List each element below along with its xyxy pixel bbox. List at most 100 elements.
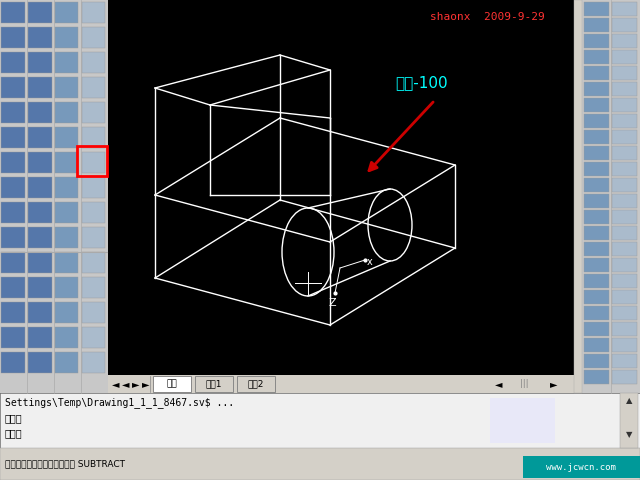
Bar bbox=[82, 202, 105, 223]
Bar bbox=[584, 114, 609, 128]
Bar bbox=[584, 34, 609, 48]
Bar bbox=[82, 77, 105, 98]
Bar bbox=[1, 127, 25, 148]
Bar bbox=[1, 77, 25, 98]
Bar bbox=[620, 393, 638, 448]
Bar bbox=[584, 274, 609, 288]
Bar bbox=[612, 178, 637, 192]
Bar bbox=[584, 258, 609, 272]
Bar bbox=[55, 227, 78, 248]
Bar bbox=[612, 50, 637, 64]
Bar bbox=[28, 77, 52, 98]
Bar bbox=[490, 376, 580, 392]
Bar bbox=[574, 0, 582, 393]
Bar bbox=[584, 130, 609, 144]
Bar bbox=[237, 376, 275, 392]
Bar bbox=[612, 370, 637, 384]
Text: 用差集创建组合面域或实体。 SUBTRACT: 用差集创建组合面域或实体。 SUBTRACT bbox=[5, 459, 125, 468]
Bar bbox=[28, 2, 52, 23]
Bar bbox=[612, 226, 637, 240]
Bar bbox=[612, 98, 637, 112]
Text: shaonx  2009-9-29: shaonx 2009-9-29 bbox=[430, 12, 545, 22]
Text: ◄: ◄ bbox=[495, 379, 502, 389]
Bar bbox=[582, 0, 640, 393]
Bar bbox=[612, 354, 637, 368]
Bar bbox=[195, 376, 233, 392]
Bar bbox=[584, 322, 609, 336]
Bar bbox=[584, 82, 609, 96]
Bar bbox=[55, 77, 78, 98]
Bar bbox=[55, 277, 78, 298]
Bar bbox=[55, 202, 78, 223]
Bar bbox=[612, 34, 637, 48]
Bar bbox=[82, 302, 105, 323]
Bar bbox=[0, 448, 640, 480]
Text: ◄: ◄ bbox=[112, 379, 120, 389]
Bar bbox=[108, 0, 582, 375]
Bar bbox=[1, 327, 25, 348]
Bar bbox=[1, 2, 25, 23]
Bar bbox=[612, 258, 637, 272]
Bar bbox=[28, 102, 52, 123]
Bar bbox=[584, 50, 609, 64]
Text: ►: ► bbox=[132, 379, 140, 389]
Bar bbox=[55, 102, 78, 123]
Bar bbox=[1, 352, 25, 373]
Bar bbox=[612, 82, 637, 96]
Text: 布局2: 布局2 bbox=[248, 380, 264, 388]
Bar bbox=[584, 210, 609, 224]
Bar bbox=[55, 52, 78, 73]
Bar bbox=[612, 114, 637, 128]
Bar bbox=[28, 277, 52, 298]
Bar bbox=[612, 18, 637, 32]
Bar bbox=[612, 242, 637, 256]
Bar bbox=[55, 127, 78, 148]
Text: 模型: 模型 bbox=[166, 380, 177, 388]
Bar bbox=[612, 338, 637, 352]
Text: |||: ||| bbox=[520, 380, 529, 388]
Bar bbox=[584, 354, 609, 368]
Bar bbox=[55, 352, 78, 373]
Bar bbox=[1, 202, 25, 223]
Bar bbox=[55, 177, 78, 198]
Bar bbox=[28, 127, 52, 148]
Text: 命令：: 命令： bbox=[5, 413, 22, 423]
Bar bbox=[490, 398, 555, 443]
Text: Settings\Temp\Drawing1_1_1_8467.sv$ ...: Settings\Temp\Drawing1_1_1_8467.sv$ ... bbox=[5, 397, 234, 408]
Bar bbox=[82, 252, 105, 273]
Bar bbox=[82, 327, 105, 348]
Bar bbox=[584, 66, 609, 80]
Bar bbox=[584, 98, 609, 112]
Bar bbox=[28, 327, 52, 348]
Text: x: x bbox=[367, 257, 373, 267]
Bar bbox=[28, 177, 52, 198]
Bar bbox=[584, 242, 609, 256]
Bar bbox=[584, 194, 609, 208]
Bar bbox=[82, 127, 105, 148]
Text: 拉伸-100: 拉伸-100 bbox=[395, 75, 447, 90]
Bar bbox=[82, 227, 105, 248]
Text: ▼: ▼ bbox=[626, 431, 632, 440]
Bar bbox=[28, 302, 52, 323]
Bar bbox=[612, 210, 637, 224]
Bar bbox=[1, 277, 25, 298]
Bar bbox=[1, 302, 25, 323]
Bar bbox=[584, 178, 609, 192]
Bar bbox=[55, 152, 78, 173]
Bar bbox=[1, 152, 25, 173]
Bar bbox=[28, 352, 52, 373]
Bar bbox=[28, 27, 52, 48]
Bar bbox=[28, 227, 52, 248]
Text: ►: ► bbox=[550, 379, 557, 389]
Bar bbox=[82, 277, 105, 298]
Bar bbox=[584, 18, 609, 32]
Bar bbox=[28, 252, 52, 273]
Bar bbox=[584, 290, 609, 304]
Bar bbox=[523, 456, 640, 478]
Bar bbox=[584, 2, 609, 16]
Bar bbox=[1, 177, 25, 198]
Bar bbox=[82, 102, 105, 123]
Bar bbox=[612, 130, 637, 144]
Bar bbox=[82, 27, 105, 48]
Bar bbox=[612, 146, 637, 160]
